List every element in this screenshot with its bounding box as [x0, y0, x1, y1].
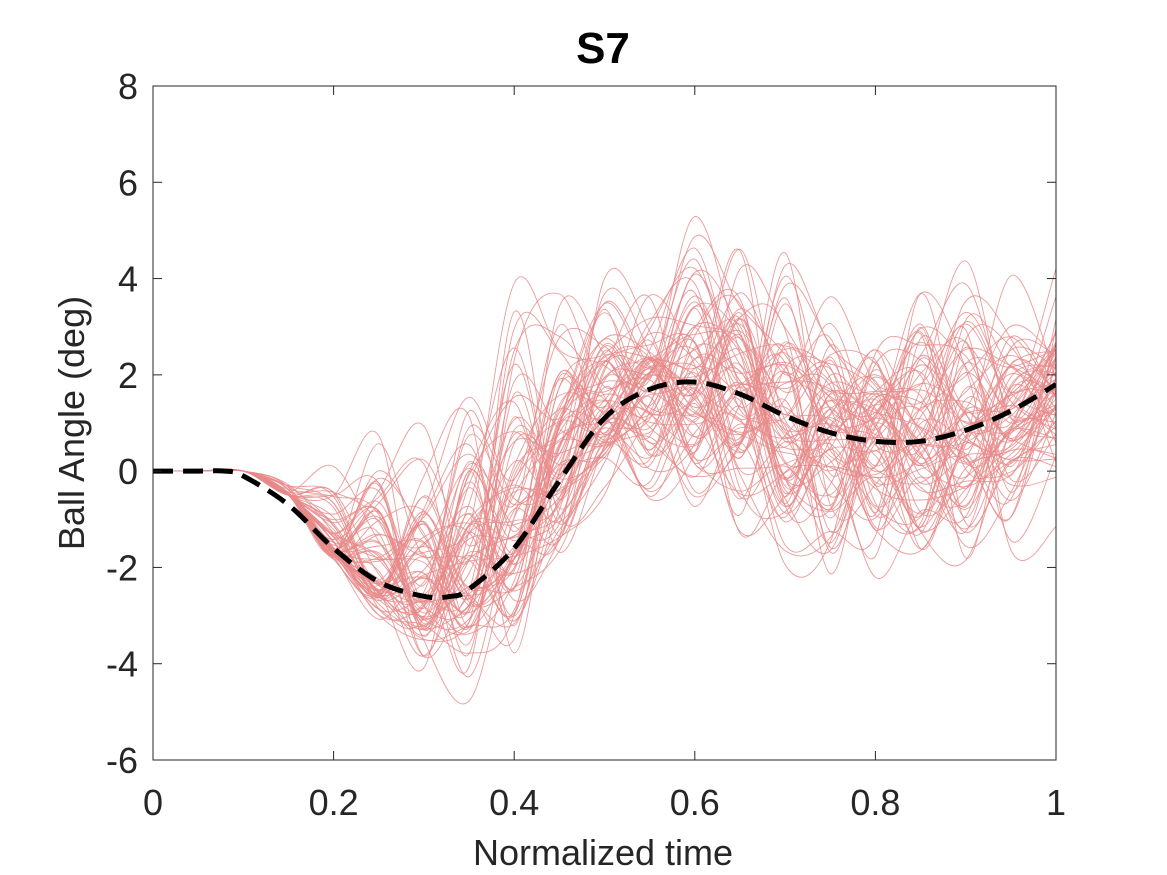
y-tick-label: 6 [118, 162, 138, 203]
y-tick-label: 4 [118, 259, 138, 300]
x-ticks: 0 0.2 0.4 0.6 0.8 1 [143, 86, 1066, 823]
trial-line [153, 310, 1056, 629]
x-tick-label: 1 [1046, 782, 1066, 823]
trial-line [153, 356, 1056, 594]
trial-line [153, 295, 1056, 606]
x-tick-label: 0.8 [850, 782, 900, 823]
axes [152, 85, 1057, 761]
trial-line [153, 264, 1056, 628]
x-axis-label: Normalized time [473, 832, 733, 873]
trial-line [153, 330, 1056, 603]
trial-line [153, 339, 1056, 607]
mean-line [153, 379, 1056, 601]
y-tick-label: 2 [118, 355, 138, 396]
y-tick-label: -2 [106, 547, 138, 588]
trial-line [153, 303, 1056, 654]
y-tick-label: -4 [106, 644, 138, 685]
trial-line [153, 296, 1056, 628]
y-axis-label: Ball Angle (deg) [51, 296, 92, 550]
mean-line-group [153, 379, 1056, 601]
chart-title: S7 [576, 24, 630, 73]
y-tick-label: 0 [118, 451, 138, 492]
y-tick-label: -6 [106, 740, 138, 781]
trial-line [153, 335, 1056, 637]
trial-line [153, 303, 1056, 601]
axes-box [152, 85, 1057, 761]
trial-line [153, 372, 1056, 621]
x-tick-label: 0 [143, 782, 163, 823]
trial-line [153, 287, 1056, 636]
trial-line [153, 311, 1056, 615]
x-tick-label: 0.2 [309, 782, 359, 823]
y-ticks: -6 -4 -2 0 2 4 6 8 [106, 66, 1056, 781]
x-tick-label: 0.6 [670, 782, 720, 823]
trial-line [153, 216, 1056, 631]
x-tick-label: 0.4 [489, 782, 539, 823]
trial-line [153, 295, 1056, 609]
trial-line [153, 323, 1056, 630]
y-tick-label: 8 [118, 66, 138, 107]
